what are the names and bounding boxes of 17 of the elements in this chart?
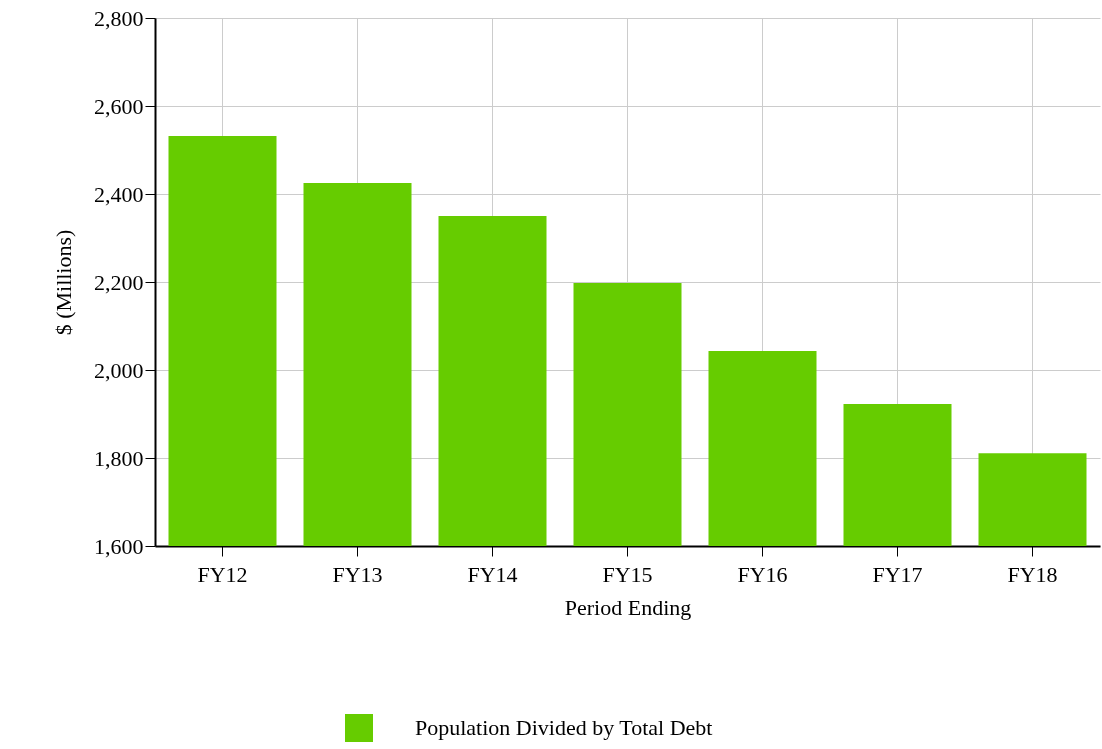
y-tick-label: 1,600 — [94, 533, 144, 559]
x-tick-label: FY17 — [872, 561, 923, 587]
y-tick-label: 2,200 — [94, 269, 144, 295]
y-tick-label: 2,400 — [94, 181, 144, 207]
x-tick-label: FY14 — [467, 561, 518, 587]
x-tick-label: FY18 — [1007, 561, 1058, 587]
y-tick-label: 2,600 — [94, 93, 144, 119]
x-tick-label: FY12 — [197, 561, 248, 587]
x-tick-label: FY15 — [602, 561, 653, 587]
x-axis-title: Period Ending — [564, 594, 692, 620]
legend-label: Population Divided by Total Debt — [415, 715, 713, 740]
x-tick-label: FY13 — [332, 561, 383, 587]
y-tick-label: 2,800 — [94, 5, 144, 31]
x-tick-label: FY16 — [737, 561, 788, 587]
y-tick-label: 1,800 — [94, 445, 144, 471]
y-tick-label: 2,000 — [94, 357, 144, 383]
y-axis-title: $ (Millions) — [51, 229, 76, 336]
